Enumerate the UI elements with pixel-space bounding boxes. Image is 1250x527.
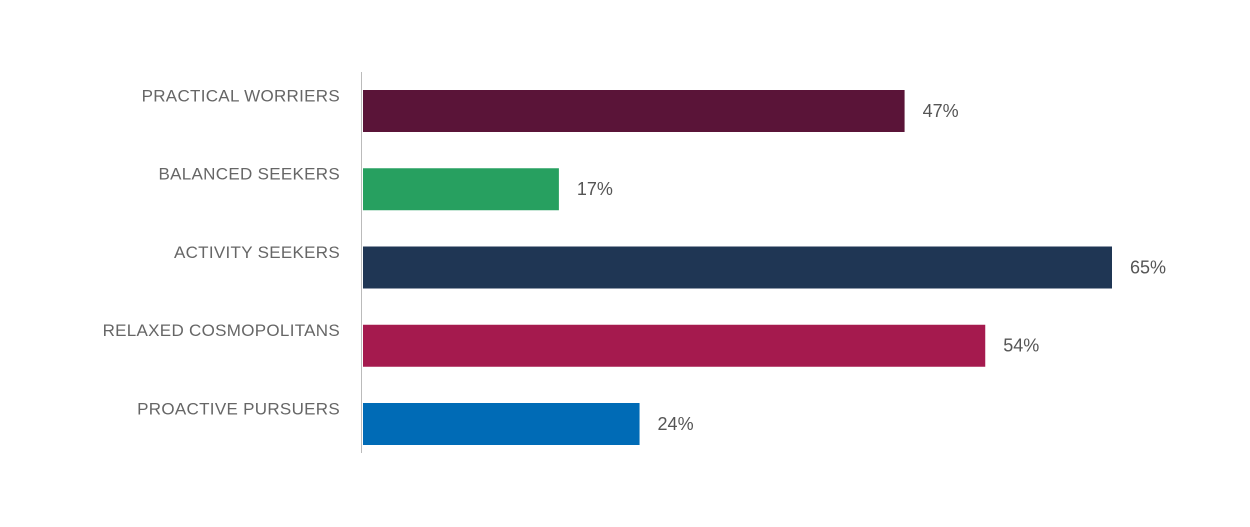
category-label: ACTIVITY SEEKERS <box>174 243 340 262</box>
bar <box>363 246 1112 289</box>
bar <box>363 90 905 132</box>
bar <box>363 403 640 445</box>
bar <box>363 324 986 367</box>
value-label: 17% <box>577 179 613 199</box>
value-label: 24% <box>658 414 694 434</box>
category-label: BALANCED SEEKERS <box>159 165 340 184</box>
category-label: RELAXED COSMOPOLITANS <box>103 321 340 340</box>
category-label: PROACTIVE PURSUERS <box>137 399 340 418</box>
value-label: 54% <box>1003 336 1039 356</box>
value-label: 47% <box>923 101 959 121</box>
category-label: PRACTICAL WORRIERS <box>142 86 340 105</box>
value-label: 65% <box>1130 257 1166 277</box>
bar <box>363 168 559 211</box>
